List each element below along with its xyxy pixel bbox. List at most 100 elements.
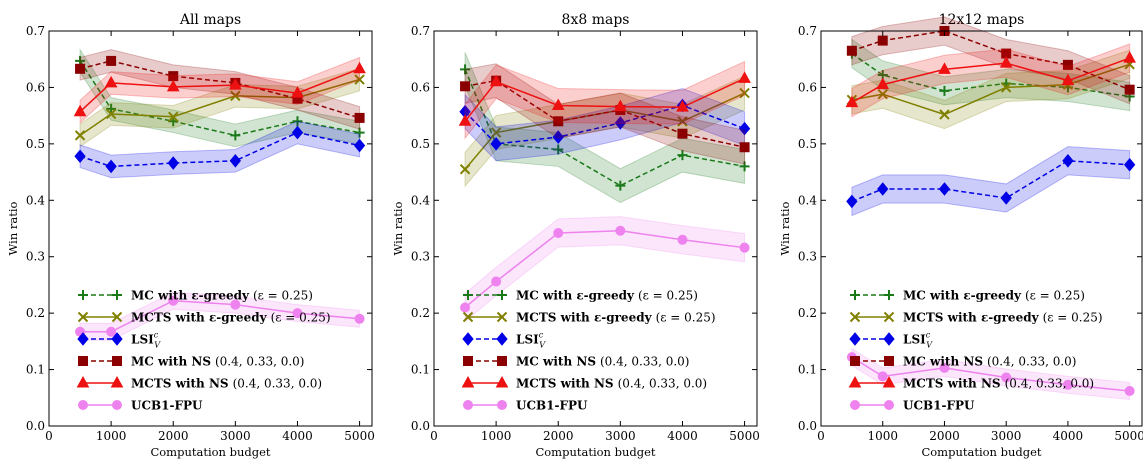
data-point bbox=[676, 100, 689, 112]
data-point bbox=[1000, 82, 1012, 93]
x-tick-label: 3000 bbox=[220, 429, 251, 443]
series-line bbox=[79, 60, 360, 119]
chart-panel-2: 8x8 maps 0 1000 2000 3000 4000 5000 0.0 0.1 0.2 0.… bbox=[391, 12, 760, 459]
data-point bbox=[939, 109, 950, 120]
series-band bbox=[851, 43, 1131, 118]
data-point bbox=[168, 295, 179, 306]
series-line bbox=[464, 69, 745, 187]
chart-title: All maps bbox=[179, 12, 241, 28]
series-ucb1 bbox=[846, 347, 1135, 401]
series-band bbox=[851, 146, 1131, 217]
legend-label: MCTS with NS (0.4, 0.33, 0.0) bbox=[131, 377, 322, 391]
y-tick-label: 0.5 bbox=[411, 137, 430, 151]
data-point bbox=[230, 90, 241, 102]
legend-label: MC with NS (0.4, 0.33, 0.0) bbox=[516, 355, 690, 369]
legend-label: MCTS with NS (0.4, 0.33, 0.0) bbox=[903, 377, 1094, 391]
y-tick-label: 0.0 bbox=[411, 419, 430, 433]
data-point bbox=[292, 308, 303, 319]
data-point bbox=[938, 62, 951, 74]
y-tick-label: 0.1 bbox=[26, 363, 45, 377]
legend-entry-mc_egreedy: MC with ε-greedy (ε = 0.25) bbox=[463, 289, 698, 303]
series-ucb1 bbox=[460, 216, 750, 323]
data-point bbox=[1062, 154, 1074, 168]
legend: MC with ε-greedy (ε = 0.25) MCTS with ε-gr… bbox=[461, 289, 716, 413]
y-tick-label: 0.2 bbox=[411, 306, 430, 320]
data-point bbox=[877, 88, 888, 100]
y-tick-label: 0.4 bbox=[798, 193, 817, 207]
series-line bbox=[79, 131, 360, 168]
series-mcts_ns bbox=[845, 43, 1136, 118]
series-band bbox=[851, 49, 1131, 130]
data-point bbox=[105, 108, 117, 120]
legend-entry-mc_egreedy: MC with ε-greedy (ε = 0.25) bbox=[78, 289, 313, 303]
data-point bbox=[292, 116, 303, 127]
data-point bbox=[739, 242, 750, 253]
legend-entry-lsi: LSIc V bbox=[77, 331, 161, 350]
data-point bbox=[877, 371, 888, 382]
x-tick-label: 0 bbox=[45, 429, 53, 443]
legend-label: MC with NS (0.4, 0.33, 0.0) bbox=[131, 355, 305, 369]
series-mcts_egreedy bbox=[74, 67, 365, 148]
legend-marker bbox=[850, 400, 860, 410]
legend-marker bbox=[497, 356, 507, 366]
data-point bbox=[677, 150, 688, 161]
legend-marker bbox=[495, 375, 509, 388]
series-line bbox=[79, 60, 360, 137]
series-line bbox=[464, 230, 745, 309]
data-point bbox=[353, 138, 366, 153]
legend-label: UCB1-FPU bbox=[131, 399, 203, 413]
data-point bbox=[1001, 372, 1012, 383]
legend-marker bbox=[77, 332, 89, 346]
data-point bbox=[167, 156, 179, 170]
data-point bbox=[1061, 73, 1075, 86]
data-point bbox=[230, 299, 241, 310]
data-point bbox=[553, 116, 564, 127]
plot-frame bbox=[433, 30, 758, 427]
data-point bbox=[739, 161, 750, 172]
legend-marker bbox=[462, 311, 474, 323]
series-lsi bbox=[74, 120, 366, 179]
legend-marker bbox=[461, 375, 475, 388]
legend-marker bbox=[848, 375, 862, 388]
y-axis-label: Win ratio bbox=[6, 201, 20, 255]
data-point bbox=[291, 86, 304, 98]
data-point bbox=[489, 74, 503, 87]
data-point bbox=[877, 35, 888, 46]
y-tick-label: 0.3 bbox=[798, 250, 817, 264]
legend-marker bbox=[884, 400, 894, 410]
data-point bbox=[291, 125, 304, 140]
series-line bbox=[851, 160, 1130, 203]
legend-marker bbox=[850, 356, 860, 366]
x-tick-label: 2000 bbox=[158, 429, 189, 443]
legend-marker bbox=[78, 290, 88, 300]
legend-entry-lsi: LSIc V bbox=[849, 331, 933, 350]
chart-title: 8x8 maps bbox=[562, 12, 630, 28]
y-tick-label: 0.7 bbox=[798, 24, 817, 38]
data-point bbox=[353, 61, 366, 74]
legend-label: MC with ε-greedy (ε = 0.25) bbox=[131, 289, 313, 303]
series-line bbox=[79, 78, 360, 137]
x-tick-label: 5000 bbox=[1114, 429, 1143, 443]
legend-entry-mcts_ns: MCTS with NS (0.4, 0.33, 0.0) bbox=[848, 375, 1094, 391]
legend-marker bbox=[111, 311, 123, 323]
legend-label: MCTS with ε-greedy (ε = 0.25) bbox=[903, 311, 1103, 325]
data-point bbox=[677, 128, 688, 139]
legend: MC with ε-greedy (ε = 0.25) MCTS with ε-gr… bbox=[76, 289, 331, 413]
data-point bbox=[460, 64, 471, 75]
series-band bbox=[851, 16, 1131, 105]
data-point bbox=[1124, 386, 1135, 397]
data-point bbox=[739, 87, 750, 99]
series-line bbox=[79, 68, 360, 113]
data-point bbox=[1000, 191, 1012, 205]
y-tick-label: 0.1 bbox=[411, 363, 430, 377]
legend-entry-ucb1: UCB1-FPU bbox=[850, 399, 975, 413]
data-point bbox=[460, 81, 471, 92]
legend-marker bbox=[497, 290, 507, 300]
data-point bbox=[738, 71, 751, 83]
chart-title: 12x12 maps bbox=[939, 12, 1025, 28]
legend-entry-mcts_ns: MCTS with NS (0.4, 0.33, 0.0) bbox=[76, 375, 322, 391]
series-line bbox=[464, 104, 745, 145]
data-point bbox=[104, 75, 118, 88]
data-point bbox=[105, 159, 117, 174]
